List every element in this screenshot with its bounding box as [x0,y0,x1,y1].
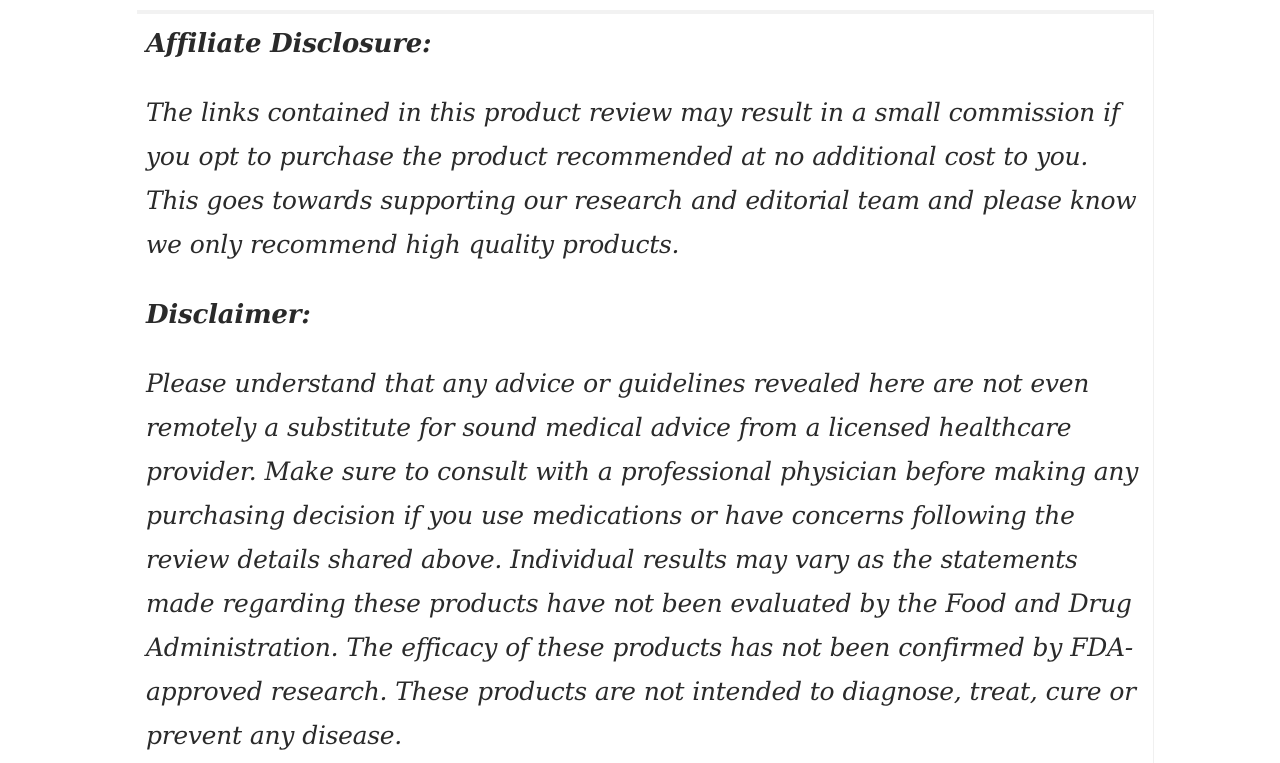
top-divider [137,10,1153,14]
affiliate-disclosure-paragraph: The links contained in this product revi… [146,98,1137,259]
article-content-column: Affiliate Disclosure: The links containe… [137,10,1154,763]
disclaimer-heading: Disclaimer: [146,300,311,330]
article-body: Affiliate Disclosure: The links containe… [137,29,1153,758]
disclaimer-paragraph: Please understand that any advice or gui… [146,369,1139,750]
affiliate-disclosure-heading: Affiliate Disclosure: [146,29,432,59]
affiliate-disclosure-section: Affiliate Disclosure: The links containe… [146,29,1139,267]
disclaimer-section: Disclaimer: Please understand that any a… [146,300,1139,758]
